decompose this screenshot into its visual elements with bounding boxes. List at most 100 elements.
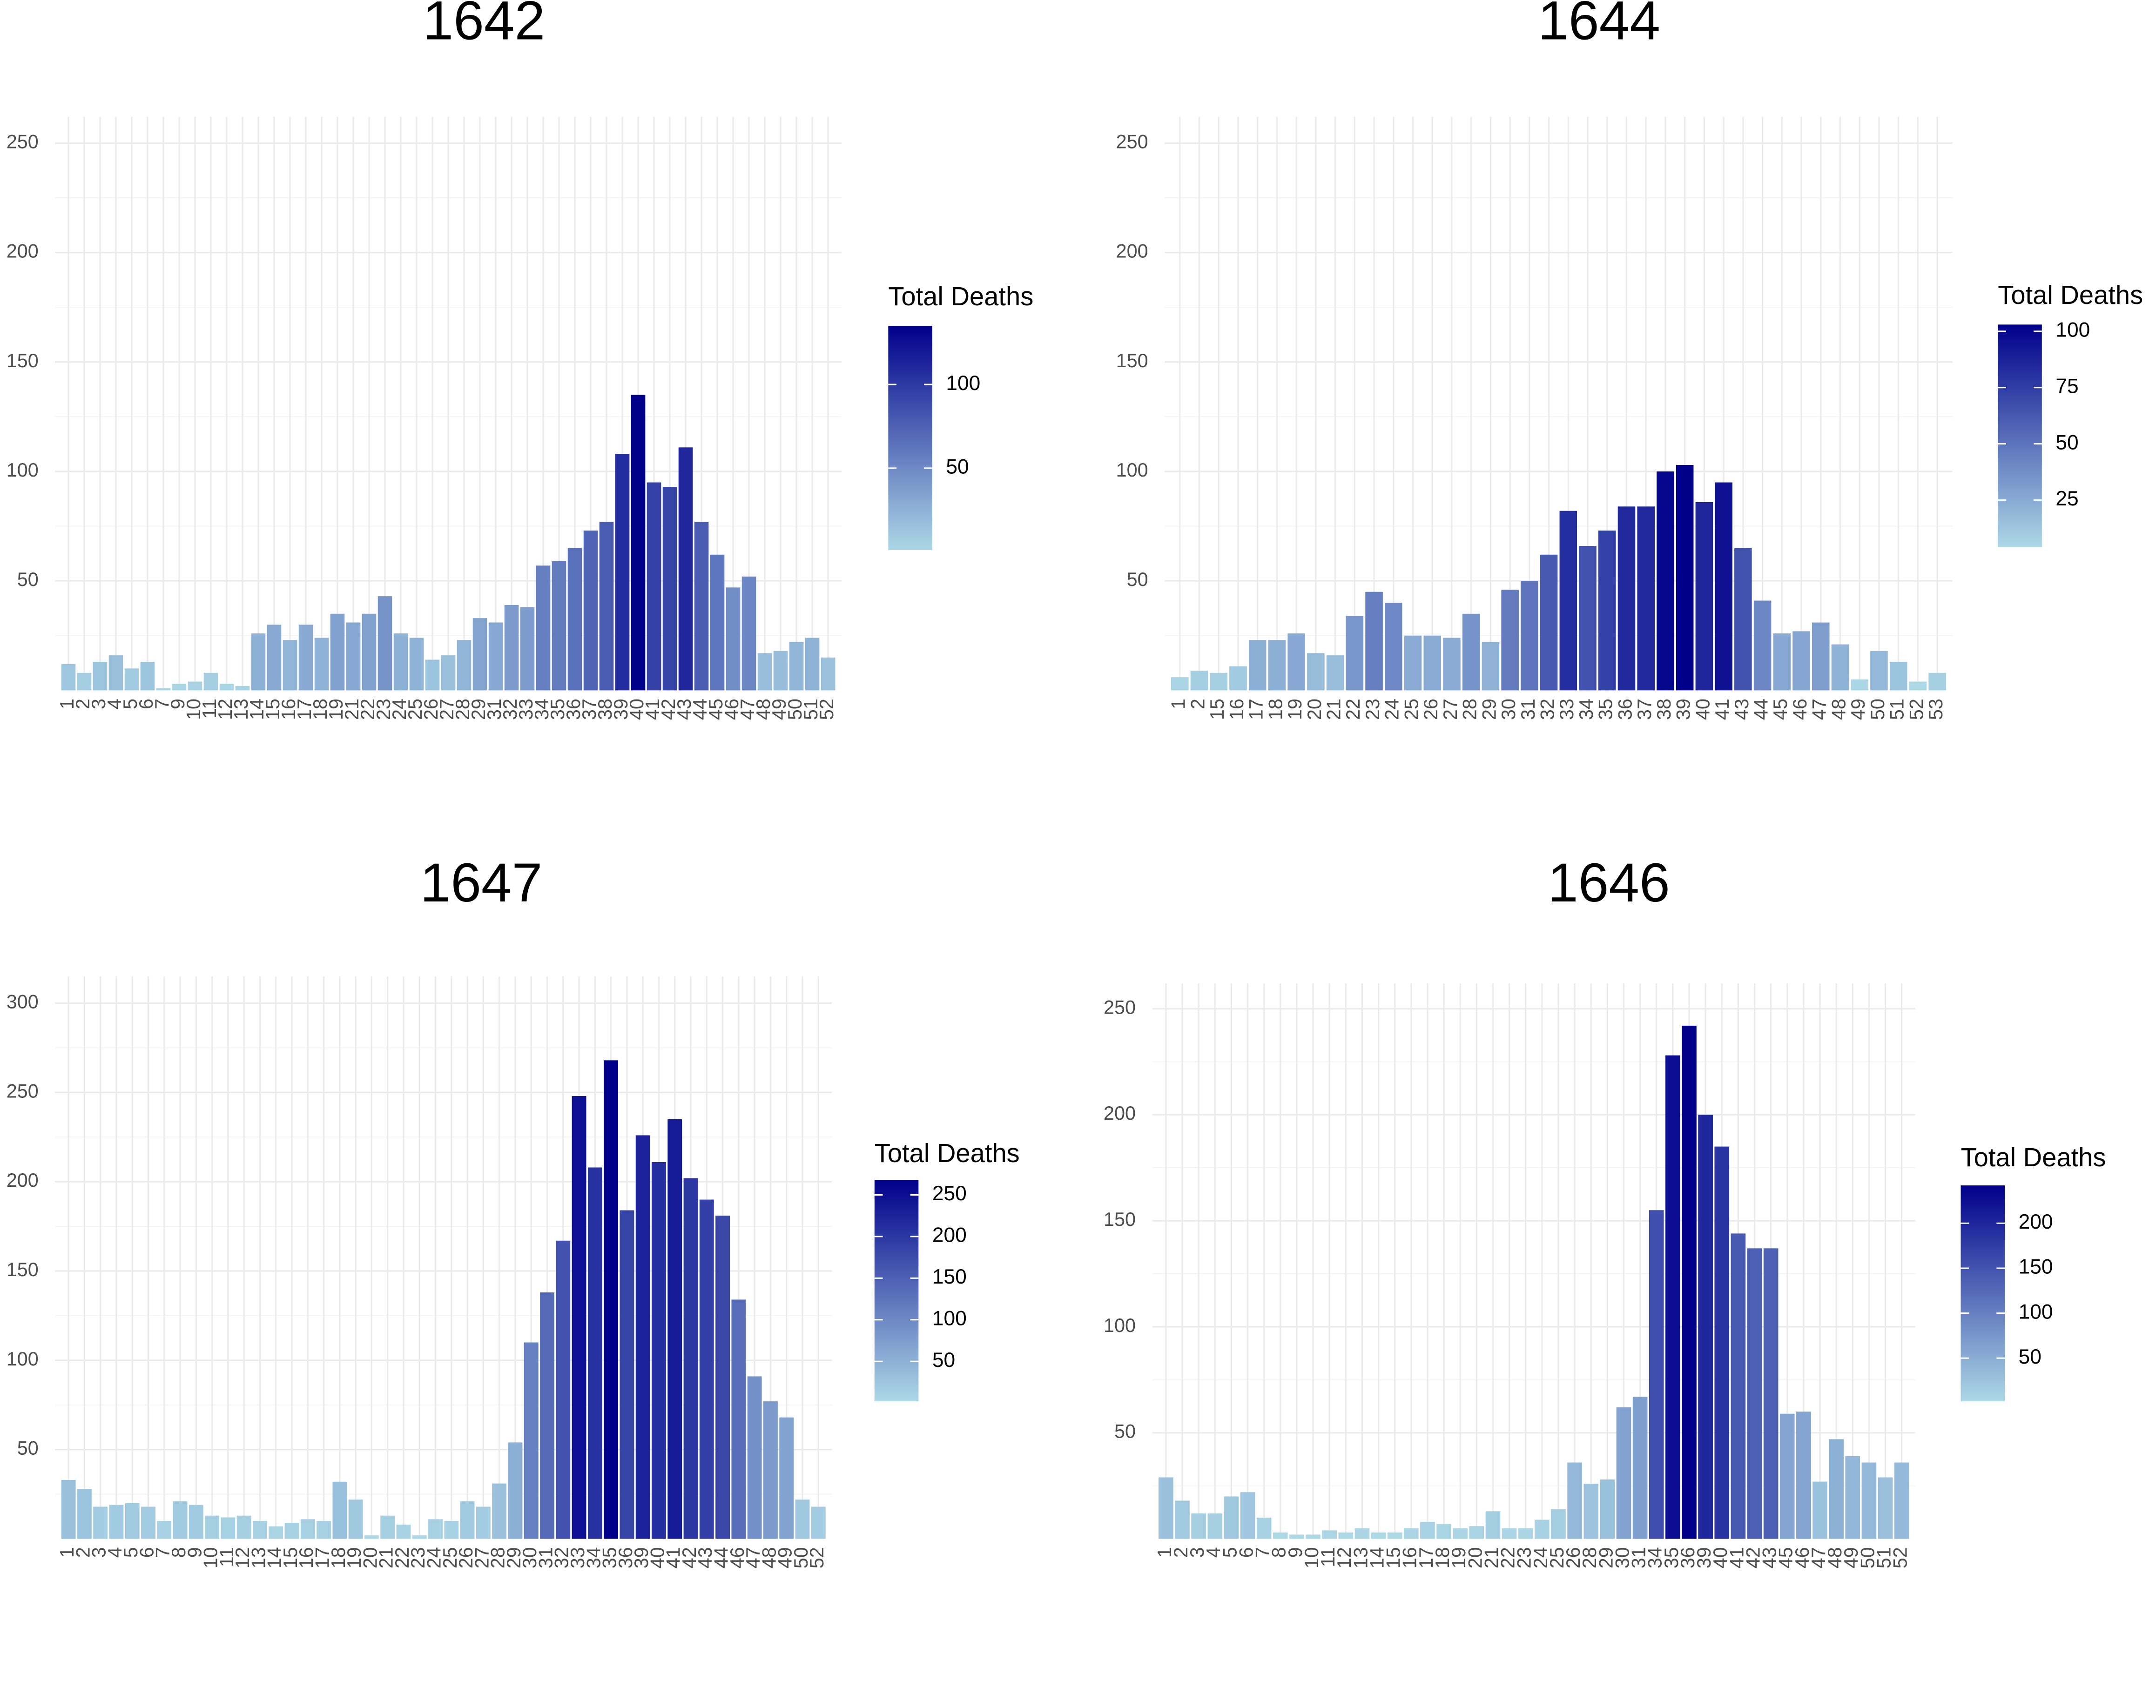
bar: [1338, 1532, 1354, 1539]
x-tick-label: 50: [784, 699, 806, 720]
bar: [1273, 1532, 1288, 1539]
bar: [1322, 1530, 1337, 1539]
bar: [61, 1479, 76, 1539]
x-tick-label: 34: [583, 1547, 604, 1568]
x-tick-label: 17: [1246, 699, 1267, 720]
bar: [1845, 1456, 1860, 1539]
x-tick-label: 35: [1595, 699, 1617, 720]
x-tick-label: 21: [341, 699, 363, 720]
bar: [678, 447, 693, 691]
bar: [156, 688, 171, 691]
bar: [1387, 1532, 1402, 1539]
bar: [1579, 545, 1597, 691]
x-tick-label: 15: [1383, 1547, 1404, 1568]
x-tick-label: 38: [594, 699, 616, 720]
x-tick-label: 49: [1840, 1547, 1862, 1568]
y-tick-label: 50: [17, 1438, 39, 1459]
x-tick-label: 22: [1497, 1547, 1519, 1568]
bar: [1159, 1477, 1173, 1539]
x-tick-label: 20: [1304, 699, 1325, 720]
bar: [441, 655, 456, 691]
bar: [108, 655, 123, 691]
colorbar-label: 150: [932, 1265, 967, 1288]
x-tick-label: 2: [72, 699, 94, 709]
bar: [1326, 655, 1344, 691]
x-tick-label: 19: [1284, 699, 1306, 720]
bar: [1632, 1397, 1648, 1539]
bar: [1485, 1511, 1501, 1539]
x-tick-label: 34: [1576, 699, 1597, 720]
bar: [1535, 1520, 1550, 1539]
bar: [1878, 1477, 1893, 1539]
x-tick-label: 10: [183, 699, 204, 720]
x-tick-label: 30: [519, 1547, 540, 1568]
x-tick-label: 35: [547, 699, 568, 720]
bar: [615, 454, 630, 691]
bar: [346, 622, 361, 691]
bar: [396, 1524, 411, 1539]
colorbar-label: 75: [2055, 375, 2078, 397]
x-tick-label: 12: [232, 1547, 253, 1568]
bar: [1928, 672, 1946, 691]
bar: [1540, 554, 1558, 691]
bar: [1436, 1524, 1451, 1539]
x-tick-label: 25: [1401, 699, 1422, 720]
bar: [1695, 502, 1713, 691]
x-tick-label: 37: [579, 699, 600, 720]
x-tick-label: 52: [816, 699, 837, 720]
bar: [93, 1506, 108, 1539]
bar: [805, 638, 820, 691]
x-tick-label: 35: [1661, 1547, 1682, 1568]
bar: [1346, 616, 1364, 691]
x-tick-label: 30: [1498, 699, 1519, 720]
x-tick-label: 8: [1268, 1547, 1290, 1558]
bar: [1831, 644, 1849, 691]
bar: [1792, 631, 1810, 691]
x-tick-label: 41: [1711, 699, 1733, 720]
bar: [1657, 471, 1674, 691]
x-tick-label: 39: [610, 699, 632, 720]
bar: [221, 1517, 236, 1539]
bar: [635, 1135, 650, 1539]
bar: [1306, 1534, 1321, 1539]
bar: [380, 1515, 395, 1539]
bar: [444, 1521, 459, 1539]
x-tick-label: 33: [567, 1547, 588, 1568]
bar: [125, 1503, 140, 1539]
bar: [425, 659, 440, 691]
bar: [1371, 1532, 1386, 1539]
bar: [1307, 653, 1325, 691]
bar: [599, 522, 614, 691]
bar: [314, 638, 329, 691]
x-tick-label: 31: [1517, 699, 1539, 720]
bar: [715, 1216, 730, 1539]
x-tick-label: 19: [1448, 1547, 1469, 1568]
x-tick-label: 21: [376, 1547, 397, 1568]
bar: [124, 668, 139, 691]
bar: [205, 1515, 220, 1539]
x-tick-label: 5: [1219, 1547, 1240, 1558]
x-tick-label: 29: [468, 699, 489, 720]
x-tick-label: 49: [1847, 699, 1869, 720]
bar: [409, 638, 424, 691]
x-tick-label: 17: [1415, 1547, 1437, 1568]
bar: [1420, 1522, 1435, 1539]
y-tick-label: 200: [7, 1170, 39, 1191]
x-tick-label: 40: [647, 1547, 668, 1568]
bar: [699, 1199, 714, 1539]
x-tick-label: 5: [120, 699, 141, 709]
bar: [93, 662, 108, 691]
bar: [472, 618, 487, 691]
bar: [428, 1519, 443, 1539]
bar: [188, 681, 202, 691]
bar: [141, 1506, 155, 1539]
x-tick-label: 43: [694, 1547, 716, 1568]
x-tick-label: 20: [359, 1547, 381, 1568]
x-tick-label: 32: [499, 699, 521, 720]
bar: [757, 653, 772, 691]
bar: [1559, 511, 1577, 691]
x-tick-label: 52: [1890, 1547, 1911, 1568]
x-tick-label: 37: [1634, 699, 1655, 720]
legend-title: Total Deaths: [1998, 280, 2143, 309]
